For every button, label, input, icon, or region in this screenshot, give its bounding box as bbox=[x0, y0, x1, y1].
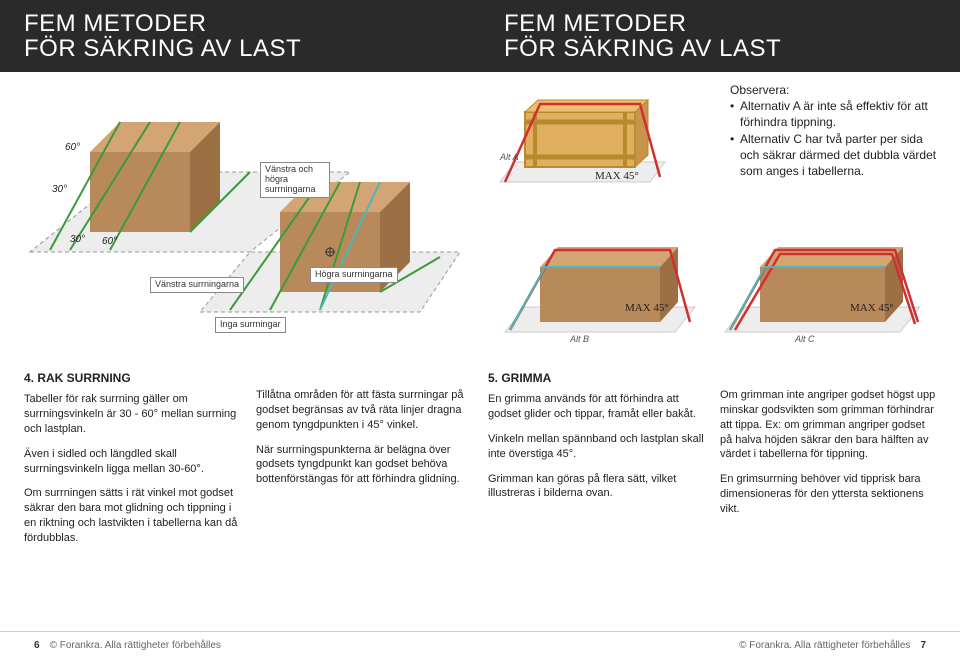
observe-b2: • Alternativ C har två parter per sida o… bbox=[730, 131, 940, 180]
diagram-alt-c: Alt C MAX 45° bbox=[720, 232, 930, 352]
diagram-zone: 60° 30° 30° 60° V bbox=[0, 72, 960, 362]
observe-head: Observera: bbox=[730, 82, 940, 98]
header-left: FEM METODER FÖR SÄKRING AV LAST bbox=[0, 11, 480, 61]
copyright-right: © Forankra. Alla rättigheter förbehålles bbox=[739, 640, 910, 651]
sec4-c2-p1: Tillåtna områden för att fästa surrninga… bbox=[256, 388, 472, 433]
title-r1: FEM METODER bbox=[504, 10, 686, 37]
svg-text:30°: 30° bbox=[70, 234, 85, 245]
sec4-col1: 4. RAK SURRNING Tabeller för rak surrnin… bbox=[24, 370, 240, 556]
header-right: FEM METODER FÖR SÄKRING AV LAST bbox=[480, 11, 960, 61]
sec5-c2-p2: En grimsurrning behöver vid tipprisk bar… bbox=[720, 472, 936, 517]
left-diagram-svg: 60° 30° 30° 60° bbox=[20, 82, 460, 342]
sec5-head: 5. GRIMMA bbox=[488, 370, 704, 386]
bullet-icon: • bbox=[730, 131, 740, 180]
diagram-alt-a: Alt A MAX 45° bbox=[490, 82, 670, 202]
sec4-c1-p3: Om surrningen sätts i rät vinkel mot god… bbox=[24, 486, 240, 545]
alt-c-label: Alt C bbox=[795, 334, 815, 344]
callout-both: Vänstra och högra surrningarna bbox=[260, 162, 330, 198]
header-band: FEM METODER FÖR SÄKRING AV LAST FEM METO… bbox=[0, 0, 960, 72]
alt-b-svg bbox=[500, 232, 700, 352]
observe-b1: • Alternativ A är inte så effektiv för a… bbox=[730, 98, 940, 130]
alt-b-max: MAX 45° bbox=[625, 302, 669, 314]
title-left: FEM METODER FÖR SÄKRING AV LAST bbox=[24, 11, 480, 61]
callout-inga: Inga surrningar bbox=[215, 317, 286, 333]
bullet-icon: • bbox=[730, 98, 740, 130]
alt-c-max: MAX 45° bbox=[850, 302, 894, 314]
copyright-left: © Forankra. Alla rättigheter förbehålles bbox=[50, 640, 221, 651]
footer-right: © Forankra. Alla rättigheter förbehålles… bbox=[480, 640, 960, 651]
alt-c-svg bbox=[720, 232, 930, 352]
sec4-c2-p2: När surrningspunkterna är belägna över g… bbox=[256, 443, 472, 488]
title-l2: FÖR SÄKRING AV LAST bbox=[24, 35, 301, 62]
title-right: FEM METODER FÖR SÄKRING AV LAST bbox=[504, 11, 960, 61]
sec4-c1-p2: Även i sidled och längdled skall surrnin… bbox=[24, 447, 240, 477]
alt-b-label: Alt B bbox=[570, 334, 589, 344]
diagram-left: 60° 30° 30° 60° V bbox=[20, 82, 460, 342]
observe-b2-text: Alternativ C har två parter per sida och… bbox=[740, 131, 940, 180]
alt-a-svg bbox=[490, 82, 670, 202]
observe-box: Observera: • Alternativ A är inte så eff… bbox=[730, 82, 940, 179]
observe-b1-text: Alternativ A är inte så effektiv för att… bbox=[740, 98, 940, 130]
sec5-c1-p3: Grimman kan göras på flera sätt, vilket … bbox=[488, 472, 704, 502]
sec5-col2: Om grimman inte angriper godset högst up… bbox=[720, 370, 936, 556]
sec5-c2-p1: Om grimman inte angriper godset högst up… bbox=[720, 388, 936, 462]
title-r2: FÖR SÄKRING AV LAST bbox=[504, 35, 781, 62]
footer: 6 © Forankra. Alla rättigheter förbehåll… bbox=[0, 631, 960, 659]
sec4-col2: Tillåtna områden för att fästa surrninga… bbox=[256, 370, 472, 556]
page-left: 6 bbox=[34, 640, 40, 651]
sec4-head: 4. RAK SURRNING bbox=[24, 370, 240, 386]
callout-hogra: Högra surrningarna bbox=[310, 267, 398, 283]
sec5-c1-p2: Vinkeln mellan spännband och lastplan sk… bbox=[488, 432, 704, 462]
svg-text:60°: 60° bbox=[65, 142, 80, 153]
diagram-alt-b: Alt B MAX 45° bbox=[500, 232, 700, 352]
sec5-col1: 5. GRIMMA En grimma används för att förh… bbox=[488, 370, 704, 556]
text-columns: 4. RAK SURRNING Tabeller för rak surrnin… bbox=[0, 370, 960, 556]
svg-text:30°: 30° bbox=[52, 184, 67, 195]
title-l1: FEM METODER bbox=[24, 10, 206, 37]
alt-a-label: Alt A bbox=[500, 152, 519, 162]
sec4-c1-p1: Tabeller för rak surrning gäller om surr… bbox=[24, 392, 240, 437]
page-right: 7 bbox=[920, 640, 926, 651]
callout-vanstra: Vänstra surrningarna bbox=[150, 277, 244, 293]
svg-text:60°: 60° bbox=[102, 236, 117, 247]
alt-a-max: MAX 45° bbox=[595, 170, 639, 182]
sec5-c1-p1: En grimma används för att förhindra att … bbox=[488, 392, 704, 422]
footer-left: 6 © Forankra. Alla rättigheter förbehåll… bbox=[0, 640, 480, 651]
